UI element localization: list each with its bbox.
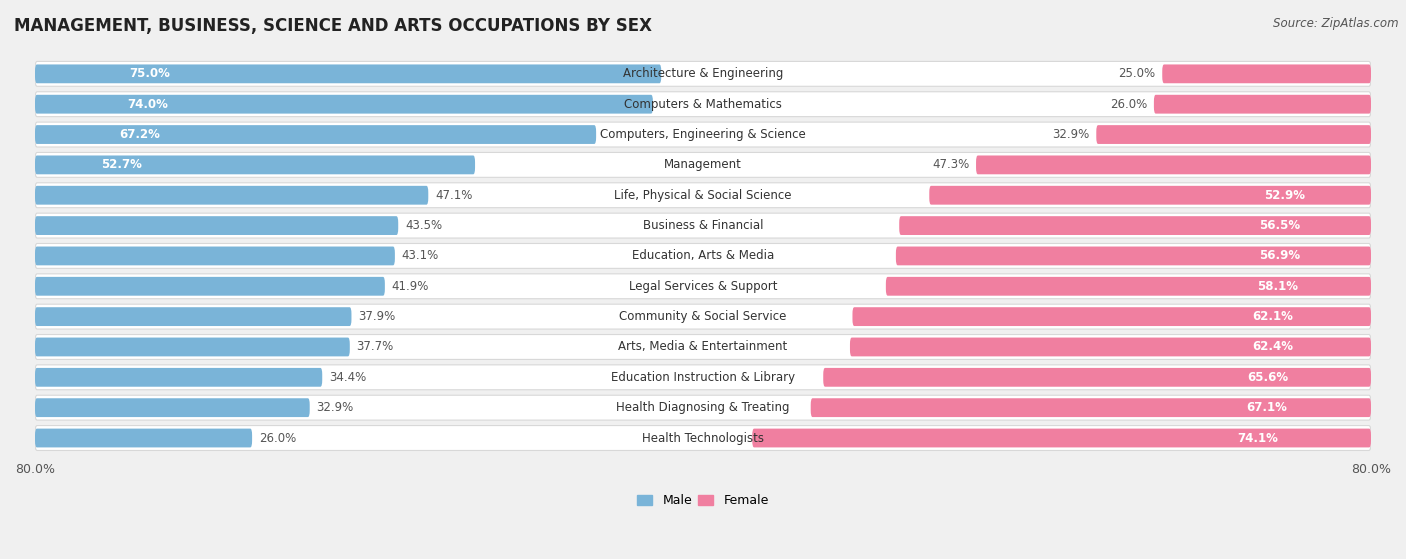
Text: 75.0%: 75.0%: [129, 67, 170, 80]
Text: 41.9%: 41.9%: [391, 280, 429, 293]
Text: Computers & Mathematics: Computers & Mathematics: [624, 98, 782, 111]
Text: 52.7%: 52.7%: [101, 158, 142, 172]
FancyBboxPatch shape: [35, 277, 385, 296]
FancyBboxPatch shape: [1154, 95, 1371, 113]
Text: Management: Management: [664, 158, 742, 172]
Text: 47.1%: 47.1%: [434, 189, 472, 202]
Text: 56.5%: 56.5%: [1260, 219, 1301, 232]
FancyBboxPatch shape: [35, 244, 1371, 268]
FancyBboxPatch shape: [35, 429, 252, 447]
Text: 65.6%: 65.6%: [1247, 371, 1289, 384]
Text: Health Technologists: Health Technologists: [643, 432, 763, 444]
Text: Computers, Engineering & Science: Computers, Engineering & Science: [600, 128, 806, 141]
Text: Community & Social Service: Community & Social Service: [619, 310, 787, 323]
Text: Arts, Media & Entertainment: Arts, Media & Entertainment: [619, 340, 787, 353]
Text: 62.4%: 62.4%: [1251, 340, 1294, 353]
Text: 58.1%: 58.1%: [1257, 280, 1298, 293]
FancyBboxPatch shape: [35, 64, 661, 83]
Text: Health Diagnosing & Treating: Health Diagnosing & Treating: [616, 401, 790, 414]
Text: Education Instruction & Library: Education Instruction & Library: [612, 371, 794, 384]
Text: MANAGEMENT, BUSINESS, SCIENCE AND ARTS OCCUPATIONS BY SEX: MANAGEMENT, BUSINESS, SCIENCE AND ARTS O…: [14, 17, 652, 35]
Text: Architecture & Engineering: Architecture & Engineering: [623, 67, 783, 80]
FancyBboxPatch shape: [1097, 125, 1371, 144]
Text: 74.1%: 74.1%: [1237, 432, 1278, 444]
FancyBboxPatch shape: [976, 155, 1371, 174]
FancyBboxPatch shape: [35, 247, 395, 266]
Text: 47.3%: 47.3%: [932, 158, 969, 172]
FancyBboxPatch shape: [35, 274, 1371, 299]
Text: 32.9%: 32.9%: [1052, 128, 1090, 141]
FancyBboxPatch shape: [35, 183, 1371, 208]
FancyBboxPatch shape: [900, 216, 1371, 235]
FancyBboxPatch shape: [35, 307, 352, 326]
Text: Life, Physical & Social Science: Life, Physical & Social Science: [614, 189, 792, 202]
FancyBboxPatch shape: [851, 338, 1371, 357]
FancyBboxPatch shape: [35, 425, 1371, 451]
FancyBboxPatch shape: [35, 61, 1371, 86]
Text: 25.0%: 25.0%: [1118, 67, 1156, 80]
FancyBboxPatch shape: [1163, 64, 1371, 83]
FancyBboxPatch shape: [35, 338, 350, 357]
Text: 67.1%: 67.1%: [1246, 401, 1286, 414]
FancyBboxPatch shape: [35, 304, 1371, 329]
Text: 34.4%: 34.4%: [329, 371, 366, 384]
FancyBboxPatch shape: [35, 395, 1371, 420]
Legend: Male, Female: Male, Female: [633, 489, 773, 512]
Text: Source: ZipAtlas.com: Source: ZipAtlas.com: [1274, 17, 1399, 30]
Text: Legal Services & Support: Legal Services & Support: [628, 280, 778, 293]
FancyBboxPatch shape: [35, 398, 309, 417]
FancyBboxPatch shape: [35, 122, 1371, 147]
FancyBboxPatch shape: [896, 247, 1371, 266]
FancyBboxPatch shape: [35, 186, 429, 205]
Text: 26.0%: 26.0%: [259, 432, 297, 444]
FancyBboxPatch shape: [35, 153, 1371, 177]
FancyBboxPatch shape: [824, 368, 1371, 387]
FancyBboxPatch shape: [35, 334, 1371, 359]
FancyBboxPatch shape: [35, 125, 596, 144]
FancyBboxPatch shape: [929, 186, 1371, 205]
FancyBboxPatch shape: [35, 365, 1371, 390]
Text: 56.9%: 56.9%: [1258, 249, 1299, 262]
FancyBboxPatch shape: [35, 95, 652, 113]
Text: 26.0%: 26.0%: [1109, 98, 1147, 111]
Text: 32.9%: 32.9%: [316, 401, 354, 414]
FancyBboxPatch shape: [35, 216, 398, 235]
FancyBboxPatch shape: [35, 213, 1371, 238]
Text: 67.2%: 67.2%: [120, 128, 160, 141]
Text: 52.9%: 52.9%: [1264, 189, 1305, 202]
FancyBboxPatch shape: [886, 277, 1371, 296]
Text: 74.0%: 74.0%: [128, 98, 169, 111]
FancyBboxPatch shape: [852, 307, 1371, 326]
Text: 43.1%: 43.1%: [402, 249, 439, 262]
Text: 37.7%: 37.7%: [357, 340, 394, 353]
FancyBboxPatch shape: [752, 429, 1371, 447]
FancyBboxPatch shape: [35, 92, 1371, 117]
Text: Education, Arts & Media: Education, Arts & Media: [631, 249, 775, 262]
Text: 37.9%: 37.9%: [359, 310, 395, 323]
FancyBboxPatch shape: [35, 155, 475, 174]
FancyBboxPatch shape: [35, 368, 322, 387]
Text: 43.5%: 43.5%: [405, 219, 441, 232]
Text: 62.1%: 62.1%: [1253, 310, 1294, 323]
FancyBboxPatch shape: [811, 398, 1371, 417]
Text: Business & Financial: Business & Financial: [643, 219, 763, 232]
